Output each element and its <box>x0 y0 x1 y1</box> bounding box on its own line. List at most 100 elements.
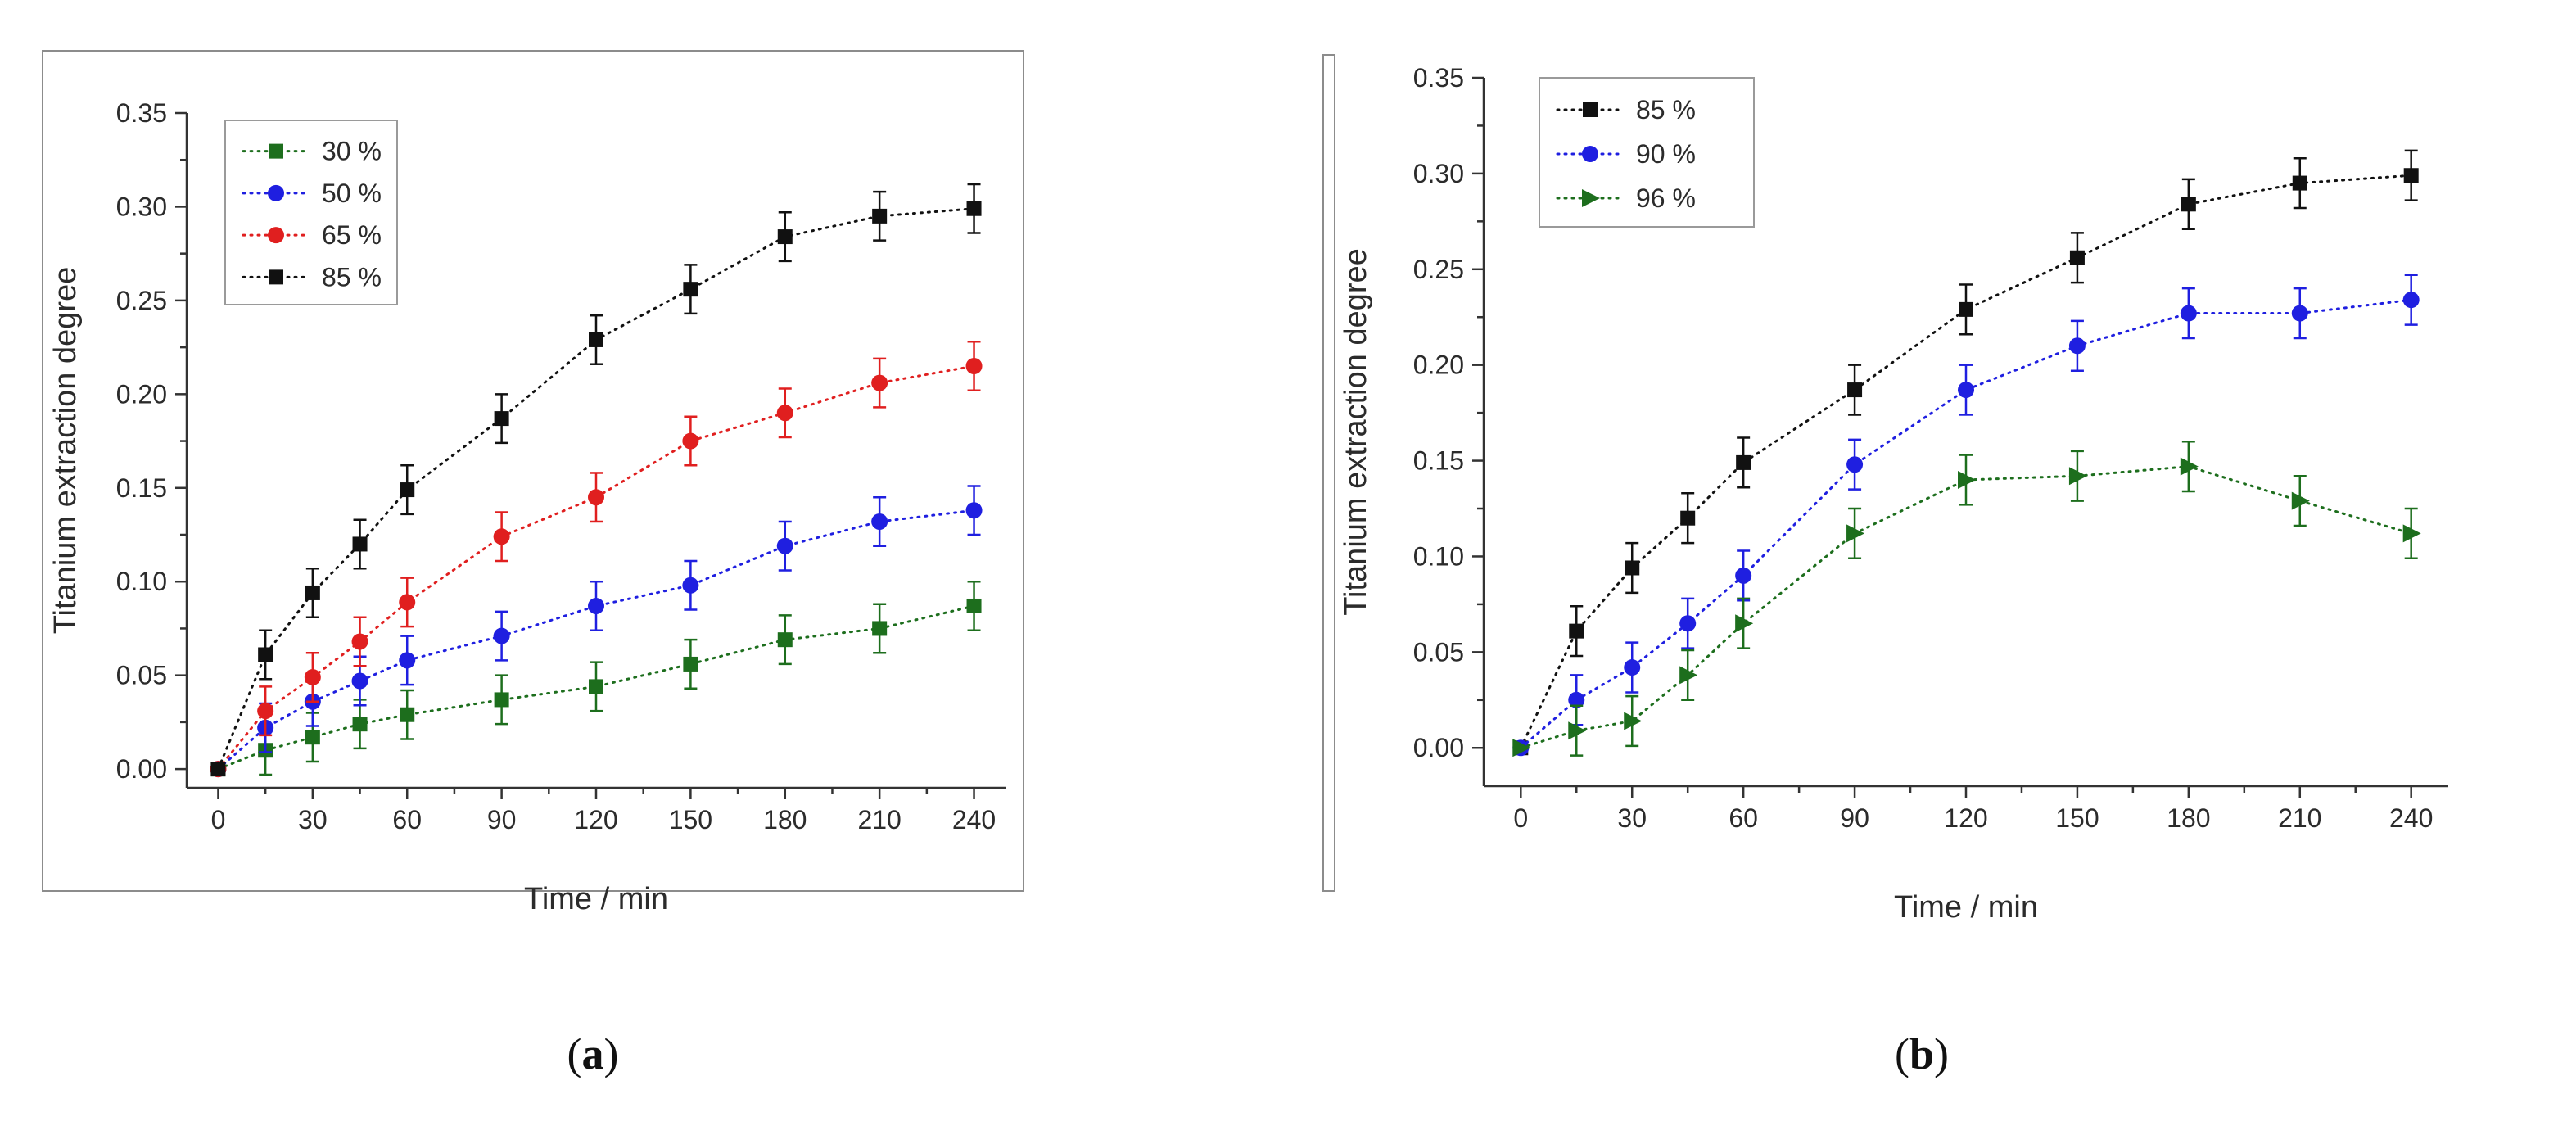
data-point <box>1958 382 1974 399</box>
y-tick-label: 0.05 <box>116 661 167 690</box>
data-point <box>1568 721 1587 740</box>
series-85 <box>210 183 982 777</box>
data-point <box>777 229 793 245</box>
legend-label: 65 % <box>322 220 382 250</box>
data-point <box>776 537 793 554</box>
data-point <box>1512 739 1531 757</box>
data-point <box>871 513 888 530</box>
y-tick-label: 0.25 <box>116 286 167 315</box>
data-point <box>966 598 982 613</box>
data-point <box>1846 524 1865 543</box>
data-point <box>1735 567 1752 584</box>
data-point <box>493 627 510 644</box>
y-tick-label: 0.15 <box>1413 446 1464 476</box>
caption-open: ( <box>1895 1029 1909 1078</box>
data-point <box>2180 305 2197 322</box>
data-point <box>588 489 604 506</box>
chart-a: 0 30 60 90 120 150 180 210 240 0.00 0.05 0.10 0.15 0.… <box>42 50 1024 1078</box>
panel-frame <box>1322 54 1335 892</box>
series-90 <box>1512 274 2420 757</box>
data-point <box>399 652 416 669</box>
data-point <box>1679 666 1698 685</box>
data-point <box>2180 457 2199 476</box>
data-point <box>494 411 509 427</box>
series-line <box>1519 465 2413 749</box>
data-point <box>1959 301 1973 317</box>
data-point <box>1624 659 1641 676</box>
data-point <box>351 633 368 650</box>
data-point <box>2068 337 2086 355</box>
legend-label: 30 % <box>322 137 382 166</box>
data-point <box>493 528 510 545</box>
legend-box <box>1539 77 1755 228</box>
legend-label: 85 % <box>322 262 382 292</box>
legend-label: 96 % <box>1636 183 1696 213</box>
data-point <box>1736 454 1751 470</box>
data-point <box>2292 175 2307 191</box>
data-point <box>588 597 604 614</box>
x-tick-label: 60 <box>392 805 422 834</box>
caption-open: ( <box>567 1029 582 1078</box>
data-point <box>210 762 226 777</box>
x-axis-title: Time / min <box>1894 890 2038 925</box>
y-tick-label: 0.35 <box>116 98 167 128</box>
legend-marker <box>1582 189 1600 207</box>
data-point <box>777 632 793 648</box>
data-point <box>589 332 603 347</box>
data-point <box>1624 712 1643 730</box>
series-line <box>216 604 976 771</box>
x-tick-label: 120 <box>1944 803 1987 833</box>
data-point <box>352 536 368 552</box>
data-point <box>1625 560 1640 576</box>
data-point <box>682 432 699 450</box>
legend-marker <box>269 143 283 159</box>
data-point <box>2291 491 2310 510</box>
legend-box <box>224 120 398 305</box>
series-65 <box>210 340 983 778</box>
series-96 <box>1512 440 2421 757</box>
x-tick-label: 90 <box>487 805 517 834</box>
data-point <box>1735 614 1754 633</box>
data-point <box>399 594 416 611</box>
data-point <box>1679 615 1697 632</box>
data-point <box>589 679 603 694</box>
x-tick-label: 120 <box>574 805 617 834</box>
x-tick-label: 60 <box>1729 803 1758 833</box>
y-tick-label: 0.00 <box>1413 733 1464 762</box>
legend-marker <box>268 227 284 244</box>
data-point <box>965 358 983 374</box>
data-point <box>304 668 321 685</box>
caption-letter: b <box>1909 1029 1934 1078</box>
data-point <box>2402 524 2421 543</box>
data-point <box>872 208 888 224</box>
y-tick-label: 0.30 <box>116 192 167 221</box>
y-tick-label: 0.15 <box>116 473 167 503</box>
legend-label: 50 % <box>322 179 382 208</box>
caption-b: (b) <box>1895 1029 1949 1078</box>
y-tick-label: 0.00 <box>116 754 167 784</box>
legend-label: 90 % <box>1636 139 1696 169</box>
data-point <box>872 621 888 636</box>
x-tick-label: 180 <box>763 805 807 834</box>
data-point <box>2402 292 2420 309</box>
data-point <box>352 717 368 732</box>
x-tick-label: 240 <box>952 805 996 834</box>
data-point <box>258 647 273 662</box>
x-tick-label: 210 <box>857 805 901 834</box>
data-point <box>400 482 415 498</box>
legend-marker <box>268 184 284 201</box>
y-axis-title: Titanium extraction degree <box>48 267 83 635</box>
data-point <box>871 374 888 391</box>
data-point <box>1847 382 1863 398</box>
data-point <box>1680 510 1696 526</box>
y-tick-label: 0.10 <box>1413 541 1464 571</box>
x-axis-title: Time / min <box>524 882 668 916</box>
caption-close: ) <box>1934 1029 1949 1078</box>
data-point <box>1568 691 1585 708</box>
data-point <box>1846 456 1864 473</box>
x-tick-label: 30 <box>298 805 328 834</box>
y-tick-label: 0.20 <box>116 379 167 409</box>
x-tick-label: 180 <box>2167 803 2210 833</box>
caption-a: (a) <box>567 1029 619 1078</box>
legend-label: 85 % <box>1636 95 1696 124</box>
